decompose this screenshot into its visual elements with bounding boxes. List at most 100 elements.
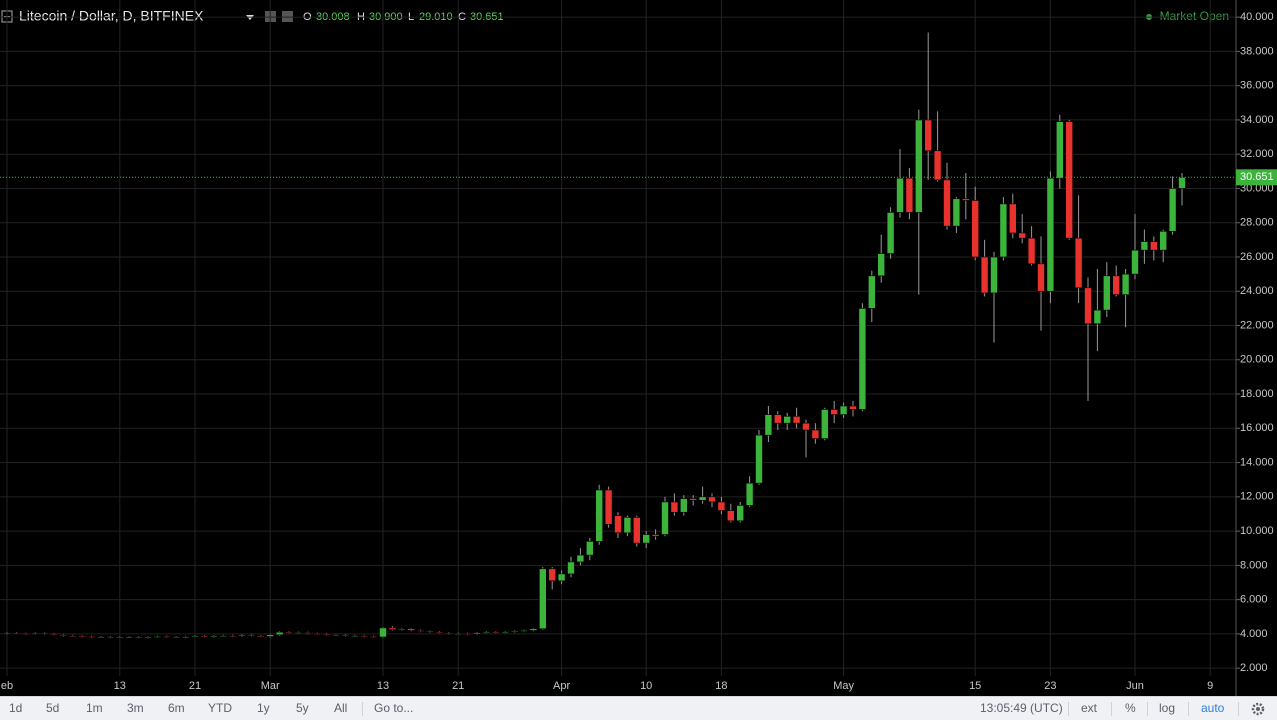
option-button[interactable]: log <box>1159 701 1176 715</box>
candle-body <box>360 635 369 637</box>
range-button[interactable]: 5d <box>46 701 60 715</box>
compare-icon[interactable] <box>282 11 293 22</box>
candle-body <box>388 627 397 630</box>
separator <box>1111 702 1112 716</box>
x-tick-label: 23 <box>1044 680 1056 692</box>
y-tick-label: 4.000 <box>1240 628 1268 640</box>
y-tick-label: 40.000 <box>1240 11 1274 23</box>
separator <box>1238 702 1239 716</box>
clock: 13:05:49 (UTC) <box>980 701 1063 715</box>
candle-body <box>952 198 961 227</box>
candle-body <box>444 632 453 635</box>
separator <box>1068 702 1069 716</box>
candle-body <box>200 635 209 638</box>
candle-body <box>134 636 143 639</box>
candle-body <box>369 636 378 638</box>
candle-body <box>247 634 256 637</box>
range-button[interactable]: YTD <box>208 701 232 715</box>
candle-body <box>980 256 989 294</box>
candle-body <box>181 636 190 638</box>
y-tick-label: 20.000 <box>1240 354 1274 366</box>
candle-body <box>332 634 340 637</box>
candle-body <box>858 308 867 410</box>
y-tick-label: 10.000 <box>1240 525 1274 537</box>
candle-body <box>896 177 904 213</box>
x-tick-label: 9 <box>1207 680 1213 692</box>
candle-body <box>755 434 763 484</box>
candle-body <box>294 632 303 634</box>
candle-body <box>426 631 434 633</box>
gear-hub <box>1256 707 1260 711</box>
candle-body <box>708 496 716 503</box>
y-tick-label: 30.000 <box>1240 182 1274 194</box>
y-tick-label: 2.000 <box>1240 662 1268 674</box>
x-tick-label: 13 <box>114 680 126 692</box>
range-button[interactable]: 1y <box>257 701 270 715</box>
candle-body <box>877 253 886 277</box>
candle-body <box>548 568 557 582</box>
candle-body <box>849 405 857 410</box>
y-tick-label: 32.000 <box>1240 148 1274 160</box>
candle-body <box>87 636 96 638</box>
candle-body <box>407 628 416 631</box>
y-tick-label: 38.000 <box>1240 45 1274 57</box>
x-tick-label: 21 <box>452 680 464 692</box>
x-tick-label: 10 <box>640 680 652 692</box>
candle-body <box>651 534 660 537</box>
y-tick-label: 36.000 <box>1240 80 1274 92</box>
candle-body <box>990 256 998 294</box>
candle-body <box>1168 188 1177 232</box>
candle-body <box>557 573 566 582</box>
y-tick-label: 8.000 <box>1240 559 1268 571</box>
candle-body <box>1056 121 1064 179</box>
candle-body <box>971 200 980 258</box>
candle-body <box>210 635 218 638</box>
candle-body <box>632 517 641 544</box>
candle-body <box>40 633 49 635</box>
candle-body <box>1178 177 1186 189</box>
candle-body <box>736 505 745 522</box>
y-tick-label: 16.000 <box>1240 422 1274 434</box>
candle-body <box>172 636 180 639</box>
candle-body <box>106 636 115 639</box>
option-button[interactable]: % <box>1125 701 1136 715</box>
candle-body <box>679 498 688 513</box>
candle-body <box>50 633 58 636</box>
candle-body <box>567 561 575 575</box>
range-button[interactable]: 3m <box>127 701 144 715</box>
candle-body <box>78 635 86 638</box>
candle-body <box>491 631 500 634</box>
candle-body <box>773 414 782 424</box>
separator <box>1147 702 1148 716</box>
range-button[interactable]: 1m <box>86 701 103 715</box>
option-button[interactable]: ext <box>1081 701 1098 715</box>
candle-body <box>1046 177 1055 292</box>
candle-body <box>256 635 265 638</box>
y-tick-label: 12.000 <box>1240 491 1274 503</box>
candle-body <box>961 198 970 201</box>
candle-body <box>313 633 322 635</box>
last-price-label: 30.651 <box>1240 171 1274 183</box>
candle-body <box>473 632 481 635</box>
gear-icon[interactable] <box>1251 702 1265 716</box>
range-button[interactable]: 5y <box>296 701 309 715</box>
range-button[interactable]: 1d <box>9 701 23 715</box>
candle-body <box>839 405 848 415</box>
candle-body <box>745 482 754 506</box>
candle-body <box>266 634 275 637</box>
candle-body <box>604 489 613 525</box>
candle-body <box>116 637 124 639</box>
candle-body <box>144 636 152 639</box>
last-price-box <box>1236 169 1277 186</box>
range-button[interactable]: All <box>334 701 348 715</box>
goto-button[interactable]: Go to... <box>374 701 414 715</box>
candle-body <box>341 634 350 637</box>
candle-body <box>350 635 359 637</box>
range-button[interactable]: 6m <box>168 701 185 715</box>
option-button[interactable]: auto <box>1201 701 1225 715</box>
candle-body <box>1131 249 1139 275</box>
y-tick-label: 26.000 <box>1240 251 1274 263</box>
candle-body <box>510 631 519 633</box>
x-tick-label: Jun <box>1126 680 1144 692</box>
candle-body <box>3 632 11 635</box>
